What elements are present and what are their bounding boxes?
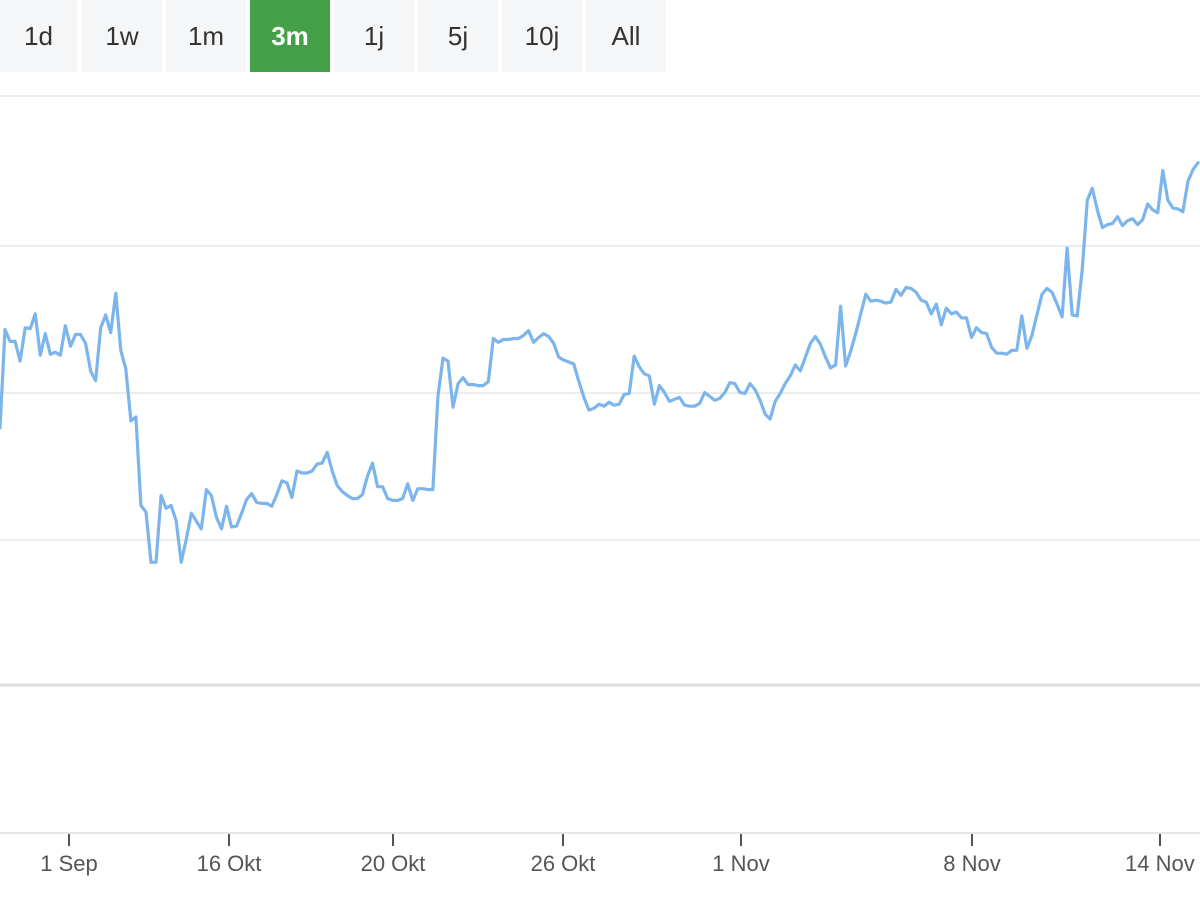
x-tick-label: 26 Okt [531,851,596,876]
range-button-1d[interactable]: 1d [0,0,77,72]
range-button-10j[interactable]: 10j [502,0,582,72]
x-tick-label: 1 Sep [40,851,98,876]
x-tick-label: 1 Nov [712,851,769,876]
x-tick-label: 20 Okt [361,851,426,876]
range-button-all[interactable]: All [586,0,666,72]
range-button-3m[interactable]: 3m [250,0,330,72]
x-tick-label: 8 Nov [943,851,1000,876]
series-line [0,161,1200,564]
range-button-1m[interactable]: 1m [166,0,246,72]
range-button-1j[interactable]: 1j [334,0,414,72]
range-button-1w[interactable]: 1w [82,0,162,72]
range-button-5j[interactable]: 5j [418,0,498,72]
gridlines [0,95,1200,541]
x-tick-label: 16 Okt [197,851,262,876]
x-axis: 1 Sep 16 Okt 20 Okt 26 Okt 1 Nov 8 Nov 14 Nov [40,834,1195,876]
x-tick-label: 14 Nov [1125,851,1195,876]
